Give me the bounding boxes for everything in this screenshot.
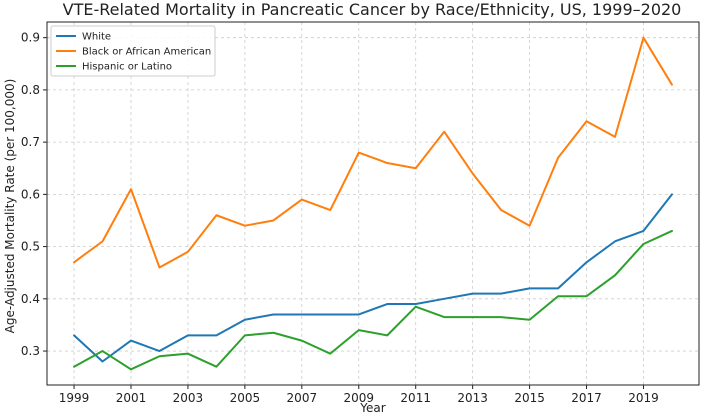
y-tick-label: 0.4	[21, 292, 40, 306]
series-line-black-or-african-american	[73, 36, 673, 269]
x-tick-label: 2015	[514, 391, 545, 405]
chart-title: VTE-Related Mortality in Pancreatic Canc…	[63, 0, 682, 19]
y-tick-label: 0.6	[21, 187, 40, 201]
grid	[47, 22, 699, 385]
plot-area-frame	[46, 21, 700, 386]
y-axis-title: Age-Adjusted Mortality Rate (per 100,000…	[3, 79, 17, 334]
x-tick-label: 1999	[59, 391, 90, 405]
y-tick-label: 0.5	[21, 240, 40, 254]
x-tick-label: 2007	[287, 391, 318, 405]
legend-label-hispanic-or-latino: Hispanic or Latino	[82, 62, 172, 73]
legend-box	[50, 25, 216, 77]
x-tick-label: 2005	[230, 391, 261, 405]
legend-label-white: White	[82, 32, 111, 43]
series-line-hispanic-or-latino	[73, 229, 673, 371]
y-tick-label: 0.8	[21, 83, 40, 97]
x-tick-label: 2003	[173, 391, 204, 405]
y-tick-label: 0.7	[21, 135, 40, 149]
y-tick-label: 0.3	[21, 344, 40, 358]
legend-label-black-or-african-american: Black or African American	[82, 47, 211, 58]
axis-ticks: 1999 2001 2003 2005 2007 2009 2011 2013 2015 2017…	[21, 31, 659, 405]
series-line-white	[73, 193, 673, 363]
x-tick-label: 2011	[400, 391, 431, 405]
x-tick-label: 2009	[343, 391, 374, 405]
x-tick-label: 2019	[628, 391, 659, 405]
x-tick-label: 2013	[457, 391, 488, 405]
x-tick-label: 2001	[116, 391, 147, 405]
series-lines	[73, 36, 673, 371]
y-tick-label: 0.9	[21, 31, 40, 45]
legend: White Black or African American Hispanic o…	[50, 25, 216, 77]
x-tick-label: 2017	[571, 391, 602, 405]
x-axis-title: Year	[359, 401, 385, 415]
